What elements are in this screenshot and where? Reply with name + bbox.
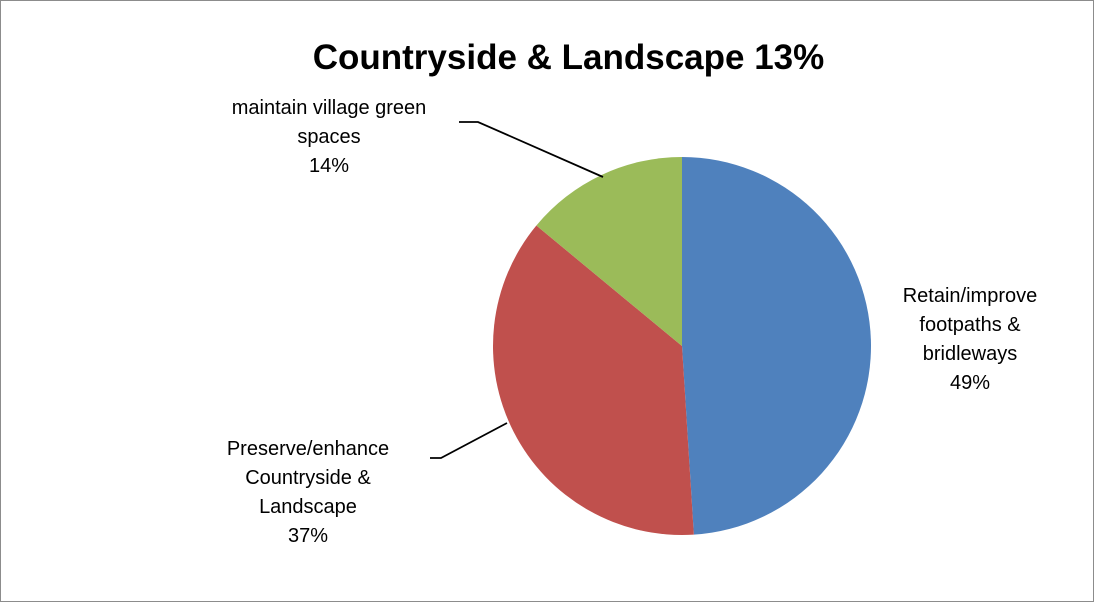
slice-labels: Retain/improve footpaths & bridleways 49% Pr… [227,97,1037,547]
slice-label-line: bridleways [923,343,1017,365]
pie-slice-maintain-village-green-spaces [536,157,682,346]
slice-label-line: Landscape [259,496,357,518]
slice-label-maintain-village-green-spaces: maintain village green spaces 14% [232,97,427,177]
slice-label-preserve-enhance-countryside-landscape: Preserve/enhance Countryside & Landscape 37… [227,438,389,547]
leader-line-countryside [430,422,508,459]
pie-slice-retain-improve-footpaths-bridleways [682,157,872,535]
slice-label-line: footpaths & [919,314,1021,336]
slice-label-line: 37% [288,525,328,547]
slice-label-line: 49% [950,372,990,394]
slice-label-retain-improve-footpaths-bridleways: Retain/improve footpaths & bridleways 49% [903,285,1038,394]
pie-slice-preserve-enhance-countryside-landscape [492,225,694,536]
slice-label-line: maintain village green [232,97,427,119]
slice-label-line: spaces [297,126,360,148]
slice-label-line: Countryside & [245,467,371,489]
slice-label-line: Preserve/enhance [227,438,389,460]
leader-lines [430,121,604,459]
leader-line-green-spaces [459,121,604,178]
slice-label-line: Retain/improve [903,285,1038,307]
pie-slices [492,157,872,536]
slice-label-line: 14% [309,155,349,177]
chart-title: Countryside & Landscape 13% [312,38,825,77]
